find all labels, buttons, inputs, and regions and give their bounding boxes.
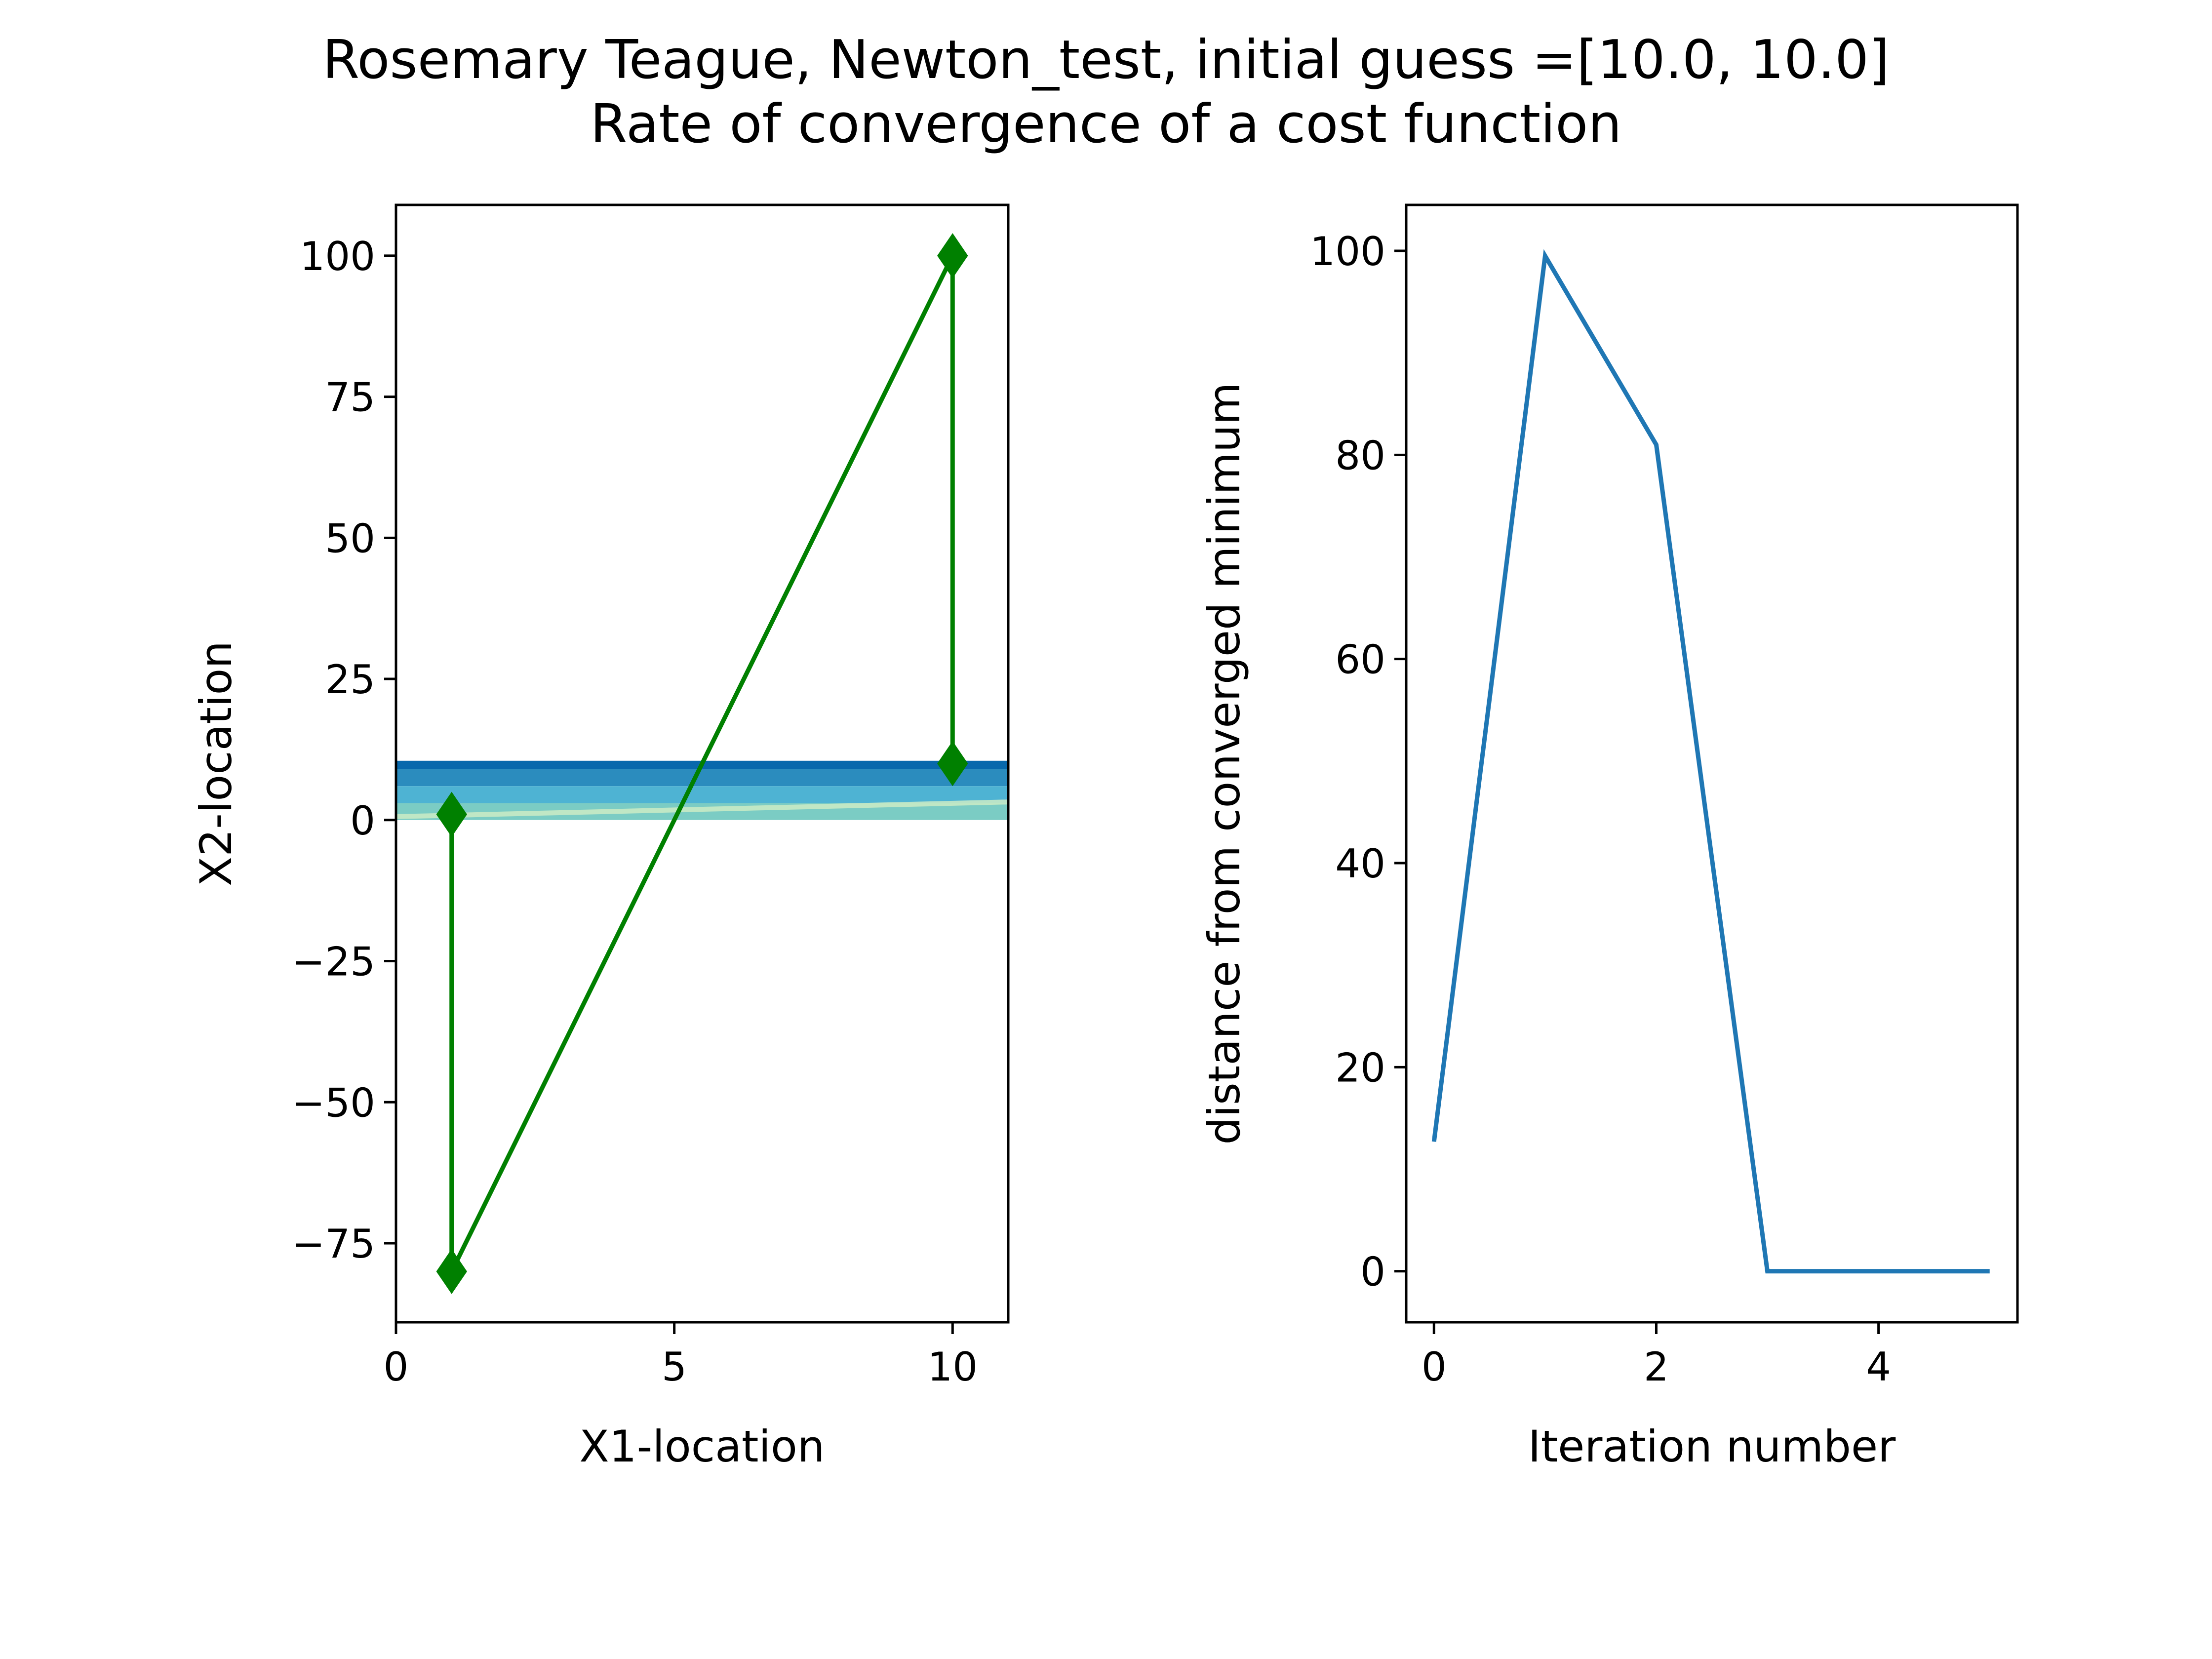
data-point-marker: [436, 791, 467, 837]
x-axis-label: Iteration number: [1528, 1421, 1896, 1472]
x-axis-label: X1-location: [579, 1421, 825, 1472]
y-tick-label: 100: [1310, 229, 1385, 275]
y-axis-label: distance from converged minimum: [1199, 383, 1250, 1145]
x-tick-label: 0: [384, 1344, 409, 1390]
x-tick-label: 5: [662, 1344, 687, 1390]
figure-title-line-1: Rosemary Teague, Newton_test, initial gu…: [322, 29, 1890, 91]
series-line: [1431, 249, 1990, 1274]
y-tick-label: −25: [292, 939, 375, 985]
contour-band: [396, 769, 1008, 787]
y-tick-label: 75: [325, 375, 375, 421]
y-tick-label: −50: [292, 1080, 375, 1126]
contour-band: [396, 786, 1008, 803]
figure-title-line-2: Rate of convergence of a cost function: [590, 93, 1622, 155]
data-point-marker: [937, 233, 968, 278]
series-line: [449, 254, 955, 1273]
left-plot-contour-path: 0 5 10 100 75 50 25 0 −25 −50 −75 X1-location X2-loc…: [191, 203, 1010, 1472]
y-tick-label: 0: [1360, 1249, 1385, 1295]
y-tick-label: 25: [325, 657, 375, 703]
y-tick-label: 60: [1335, 637, 1385, 683]
data-point-marker: [436, 1249, 467, 1294]
y-axis-label: X2-location: [191, 641, 241, 886]
x-tick-label: 10: [927, 1344, 978, 1390]
x-tick-label: 4: [1866, 1344, 1891, 1390]
data-point-marker: [937, 741, 968, 787]
y-tick-label: 100: [300, 234, 375, 279]
y-tick-label: 80: [1335, 433, 1385, 478]
axes-frame: [395, 203, 1010, 1324]
y-tick-label: 40: [1335, 841, 1385, 887]
x-tick-label: 0: [1422, 1344, 1447, 1390]
y-tick-label: 0: [350, 798, 375, 844]
y-tick-label: −75: [292, 1221, 375, 1267]
y-tick-label: 50: [325, 515, 375, 561]
contour-valley: [396, 799, 1008, 819]
x-tick-label: 2: [1644, 1344, 1669, 1390]
axes-frame: [1405, 203, 2019, 1324]
y-tick-label: 20: [1335, 1045, 1385, 1091]
